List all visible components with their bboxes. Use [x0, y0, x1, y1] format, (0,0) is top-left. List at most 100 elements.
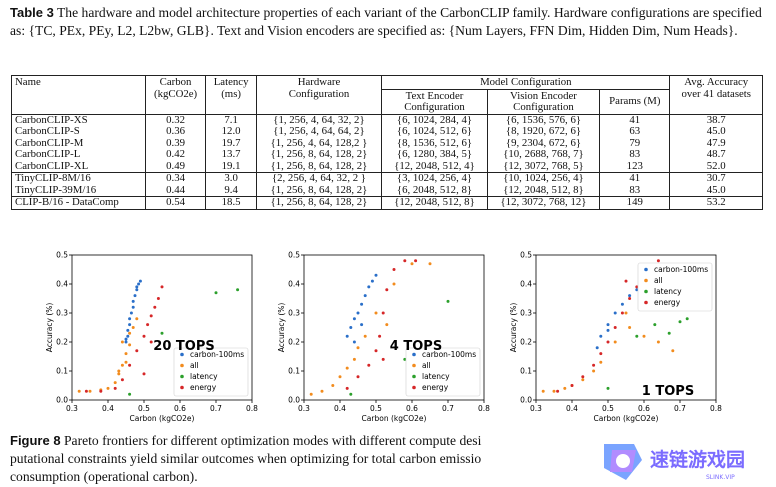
data-point-carbon-100ms: [126, 334, 130, 338]
table-cell: {12, 3072, 768, 5}: [486, 160, 601, 173]
table-cell: CarbonCLIP-S: [11, 125, 146, 138]
table-cell: 45.0: [669, 184, 763, 197]
data-point-carbon-100ms: [363, 294, 367, 298]
table-cell: TinyCLIP-39M/16: [11, 184, 146, 197]
table-cell: 0.42: [144, 148, 207, 161]
x-tick-label: 0.7: [210, 404, 222, 413]
y-tick-label: 0.2: [56, 338, 68, 347]
data-point-carbon-100ms: [360, 302, 364, 306]
data-point-carbon-100ms: [599, 334, 603, 338]
data-point-latency: [403, 357, 407, 361]
legend-label: latency: [422, 372, 450, 381]
legend-label: energy: [190, 383, 217, 392]
table-cell: 19.1: [205, 160, 257, 173]
y-tick-label: 0.5: [520, 251, 532, 260]
data-point-all: [345, 366, 349, 370]
x-tick-label: 0.3: [298, 404, 310, 413]
data-point-all: [392, 282, 396, 286]
data-point-all: [563, 386, 567, 390]
table-cell: {6, 2048, 512, 8}: [381, 184, 488, 197]
table-row: CarbonCLIP-M 0.39 19.7 {1, 256, 4, 64, 128,…: [11, 137, 763, 149]
data-point-carbon-100ms: [370, 279, 374, 283]
y-tick-label: 0.1: [288, 367, 300, 376]
compute-annotation: 20 TOPS: [153, 339, 214, 354]
data-point-all: [124, 360, 128, 364]
header-carbon: Carbon (kgCO2e): [144, 75, 207, 114]
legend-box: [173, 347, 249, 397]
legend-label: carbon-100ms: [422, 350, 476, 359]
header-name: Name: [11, 75, 146, 114]
data-point-energy: [592, 363, 596, 367]
data-point-energy: [635, 285, 639, 289]
table-caption: Table 3 The hardware and model architect…: [10, 4, 770, 40]
data-point-latency: [214, 291, 218, 295]
y-axis-label: Accuracy (%): [277, 303, 286, 353]
table-cell: 83: [599, 148, 671, 161]
data-point-carbon-100ms: [135, 288, 139, 292]
x-tick-label: 0.7: [442, 404, 454, 413]
legend-box: [405, 347, 481, 397]
data-point-energy: [606, 340, 610, 344]
data-point-energy: [142, 334, 146, 338]
table-cell: 9.4: [205, 184, 257, 197]
data-point-energy: [378, 334, 382, 338]
header-accuracy: Avg. Accuracy over 41 datasets: [669, 75, 763, 114]
data-point-energy: [345, 386, 349, 390]
table-row: CarbonCLIP-S 0.36 12.0 {1, 256, 4, 64, 64, …: [11, 125, 763, 138]
table-caption-text: The hardware and model architecture prop…: [10, 5, 762, 38]
data-point-all: [356, 346, 360, 350]
data-point-all: [363, 334, 367, 338]
y-tick-label: 0.0: [520, 396, 532, 405]
legend-label: latency: [190, 372, 218, 381]
table-cell: 48.7: [669, 148, 763, 161]
data-point-carbon-100ms: [138, 279, 142, 283]
table-cell: 53.2: [669, 196, 763, 210]
data-point-carbon-100ms: [606, 328, 610, 332]
table-body: CarbonCLIP-XS 0.32 7.1 {1, 256, 4, 64, 32, …: [11, 113, 763, 210]
data-point-energy: [628, 297, 632, 300]
y-tick-label: 0.4: [520, 280, 532, 289]
table-cell: 18.5: [205, 196, 257, 210]
table-cell: 79: [599, 137, 671, 149]
table-row: CarbonCLIP-XL 0.49 19.1 {1, 256, 8, 64, 128…: [11, 160, 763, 173]
legend-label: all: [654, 276, 663, 285]
header-hardware: Hardware Configuration: [255, 75, 383, 114]
legend-marker: [644, 300, 648, 305]
table-row: CarbonCLIP-XS 0.32 7.1 {1, 256, 4, 64, 32, …: [11, 113, 763, 126]
legend-marker: [644, 267, 648, 272]
data-point-energy: [146, 323, 150, 327]
data-point-energy: [392, 268, 396, 271]
table-cell: 41: [599, 113, 671, 126]
data-point-carbon-100ms: [131, 299, 135, 303]
data-point-all: [338, 375, 342, 379]
legend-marker: [412, 385, 416, 390]
y-tick-label: 0.4: [288, 280, 300, 289]
data-point-latency: [653, 323, 657, 327]
data-point-all: [374, 311, 378, 315]
data-point-carbon-100ms: [124, 337, 128, 341]
data-point-energy: [356, 375, 360, 379]
table-cell: {1, 256, 8, 64, 128, 2}: [255, 148, 383, 161]
data-point-all: [624, 311, 628, 315]
data-point-carbon-100ms: [356, 311, 360, 315]
data-point-energy: [99, 389, 103, 393]
table-cell: 123: [599, 160, 671, 173]
y-axis-label: Accuracy (%): [509, 303, 518, 353]
table-cell: 0.44: [144, 184, 207, 197]
legend-marker: [644, 289, 648, 294]
data-point-latency: [160, 331, 164, 335]
data-point-carbon-100ms: [613, 311, 617, 315]
data-point-carbon-100ms: [374, 273, 378, 277]
pareto-plot-4-tops: 0.3 0.4 0.5 0.6 0.7 0.80.00.10.20.30.40.5Carb…: [277, 251, 490, 424]
data-point-carbon-100ms: [360, 323, 364, 327]
data-point-all: [77, 389, 81, 393]
header-latency: Latency (ms): [205, 75, 257, 114]
x-tick-label: 0.6: [406, 404, 418, 413]
data-point-all: [552, 389, 556, 393]
table-row: TinyCLIP-39M/16 0.44 9.4 {1, 256, 8, 64, 12…: [11, 184, 763, 197]
table-cell: 0.54: [144, 196, 207, 210]
legend-marker: [412, 352, 416, 357]
figure-caption-line2: putational constraints yield similar out…: [10, 451, 482, 466]
x-tick-label: 0.5: [370, 404, 382, 413]
data-point-all: [592, 369, 596, 373]
